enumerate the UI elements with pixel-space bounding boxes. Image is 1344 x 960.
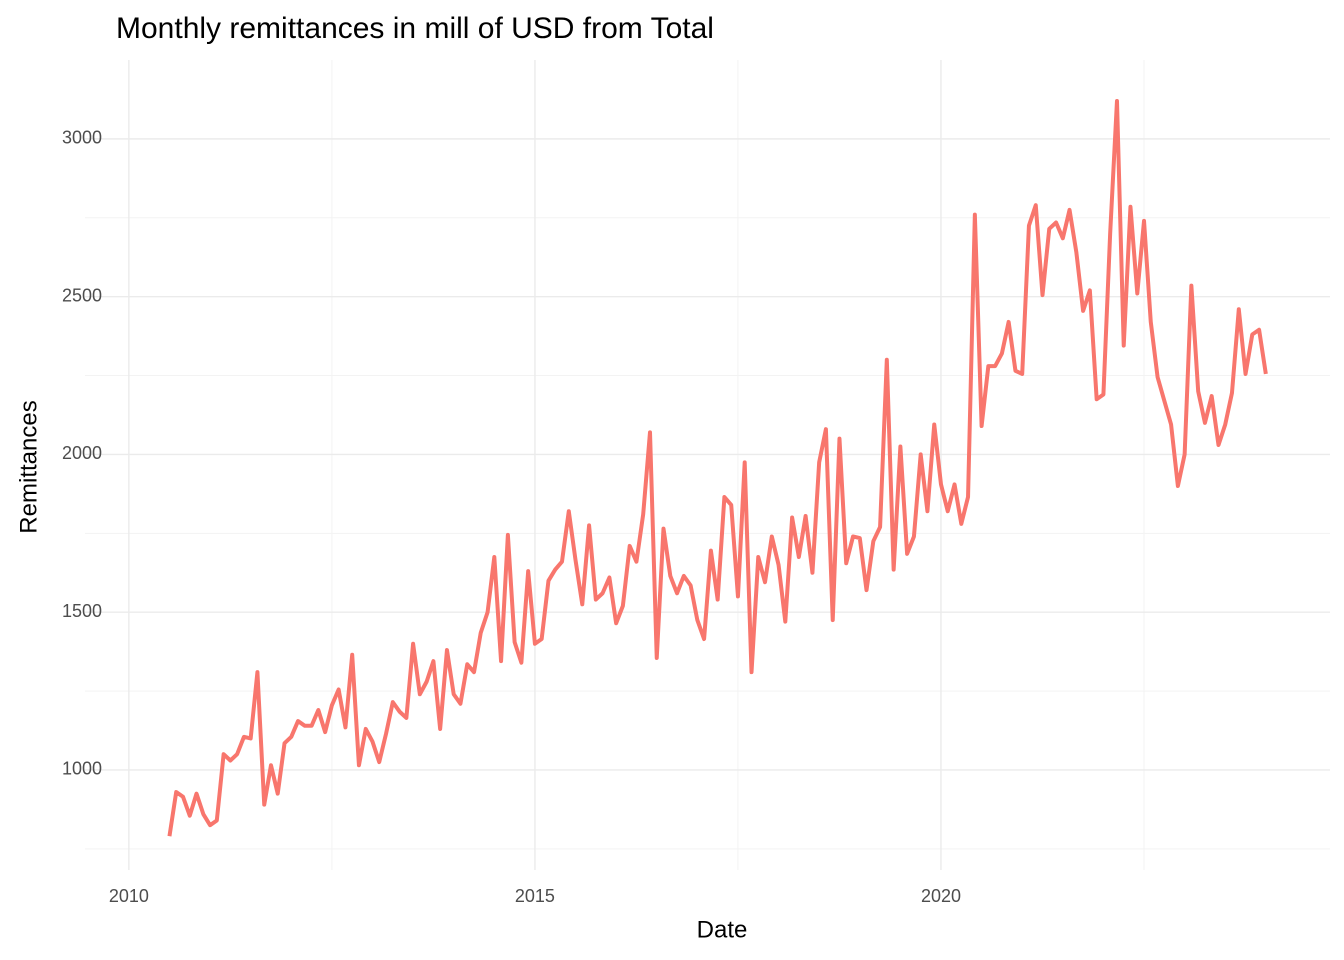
x-tick-label: 2015 xyxy=(515,886,555,906)
x-axis-label: Date xyxy=(697,916,748,943)
x-tick-label: 2010 xyxy=(109,886,149,906)
chart-title: Monthly remittances in mill of USD from … xyxy=(116,12,714,45)
data-line xyxy=(167,99,1268,837)
y-axis-label: Remittances xyxy=(15,400,42,533)
y-tick-label: 1000 xyxy=(62,759,102,779)
y-tick-label: 3000 xyxy=(62,128,102,148)
y-tick-label: 1500 xyxy=(62,601,102,621)
y-tick-label: 2000 xyxy=(62,443,102,463)
y-tick-label: 2500 xyxy=(62,285,102,305)
x-tick-label: 2020 xyxy=(921,886,961,906)
